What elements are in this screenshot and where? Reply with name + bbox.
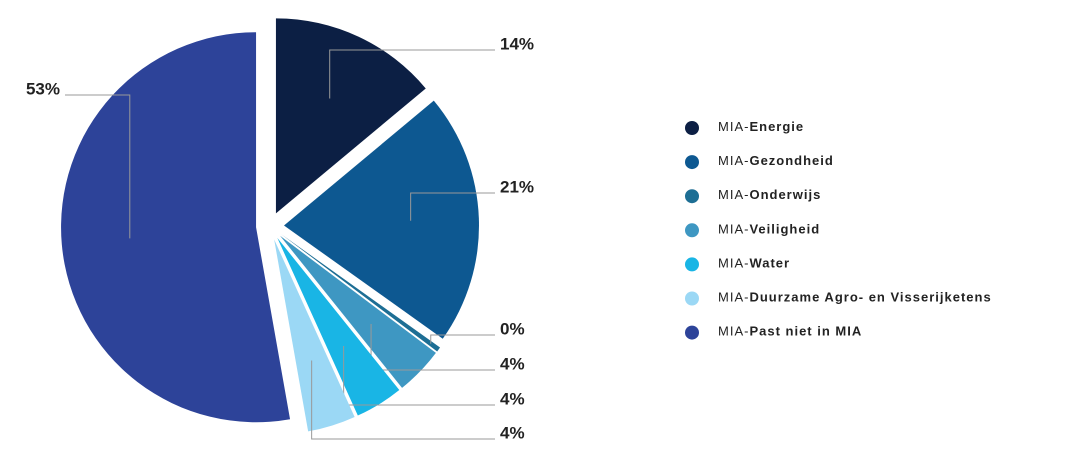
legend-prefix: MIA-	[718, 256, 749, 271]
leader-line	[329, 49, 495, 99]
value-label: 4%	[500, 423, 525, 442]
leader-line	[430, 334, 495, 344]
legend-prefix: MIA-	[718, 188, 749, 203]
legend-label: MIA-Past niet in MIA	[718, 324, 862, 339]
legend-name: Veiligheid	[749, 222, 820, 237]
legend-swatch	[685, 257, 699, 272]
legend-swatch	[685, 189, 699, 204]
legend-label: MIA-Water	[718, 256, 790, 271]
legend-swatch	[685, 291, 699, 306]
legend-name: Energie	[749, 119, 804, 134]
legend-name: Onderwijs	[749, 188, 821, 203]
legend-label: MIA-Duurzame Agro- en Visserijketens	[718, 290, 992, 305]
pie-slice	[275, 18, 426, 214]
legend-prefix: MIA-	[718, 154, 749, 169]
legend-label: MIA-Energie	[718, 119, 804, 134]
legend-label: MIA-Onderwijs	[718, 188, 821, 203]
value-label: 21%	[500, 177, 534, 196]
legend-name: Water	[749, 256, 790, 271]
pie-slice	[277, 237, 400, 416]
value-label: 4%	[500, 389, 525, 408]
pie-slice	[274, 239, 355, 432]
legend-swatch	[685, 121, 699, 135]
legend-prefix: MIA-	[718, 290, 749, 305]
legend-prefix: MIA-	[718, 119, 749, 134]
legend-name: Duurzame Agro- en Visserijketens	[749, 290, 991, 305]
legend-label: MIA-Gezondheid	[718, 154, 834, 169]
value-label: 4%	[500, 354, 525, 373]
pie-slice	[281, 234, 441, 352]
legend-swatch	[685, 155, 699, 170]
leader-line	[311, 360, 495, 440]
legend-label: MIA-Veiligheid	[718, 222, 820, 237]
leader-line	[65, 94, 131, 239]
legend-name: Past niet in MIA	[749, 324, 862, 339]
legend-prefix: MIA-	[718, 222, 749, 237]
leader-line	[410, 192, 495, 221]
value-label: 0%	[500, 319, 525, 338]
pie-slice	[61, 32, 291, 423]
legend-name: Gezondheid	[749, 154, 833, 169]
pie-slice	[280, 235, 436, 388]
legend-swatch	[685, 223, 699, 238]
legend-swatch	[685, 325, 699, 340]
pie-slice	[283, 100, 479, 339]
legend-prefix: MIA-	[718, 324, 749, 339]
value-label: 14%	[500, 34, 534, 53]
value-label: 53%	[26, 79, 60, 98]
